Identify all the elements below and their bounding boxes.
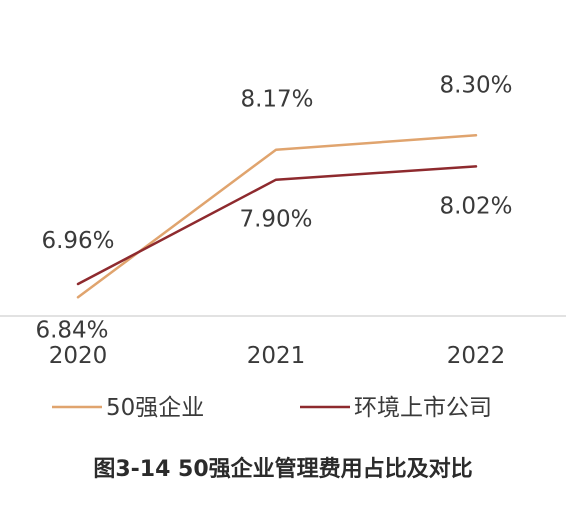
data-label-s1-2022: 8.30% [439,72,512,98]
legend: 50强企业 环境上市公司 [52,395,492,421]
data-label-s1-2020: 6.84% [35,317,108,343]
x-tick-label-2020: 2020 [49,343,108,369]
chart-caption: 图3-14 50强企业管理费用占比及对比 [93,456,472,482]
legend-label-1: 50强企业 [106,395,204,421]
series-layer [76,134,478,299]
x-tick-label-2022: 2022 [447,343,506,369]
series-line-2 [76,165,478,286]
data-label-s2-2020: 6.96% [41,228,114,254]
data-label-s2-2022: 8.02% [439,193,512,219]
x-axis-ticks: 2020 2021 2022 [49,343,506,369]
data-label-s1-2021: 8.17% [240,87,313,113]
legend-label-2: 环境上市公司 [354,395,492,421]
data-label-s2-2021: 7.90% [239,207,312,233]
x-tick-label-2021: 2021 [247,343,306,369]
data-labels-layer: 6.84% 8.17% 8.30% 6.96% 7.90% 8.02% [35,72,512,343]
